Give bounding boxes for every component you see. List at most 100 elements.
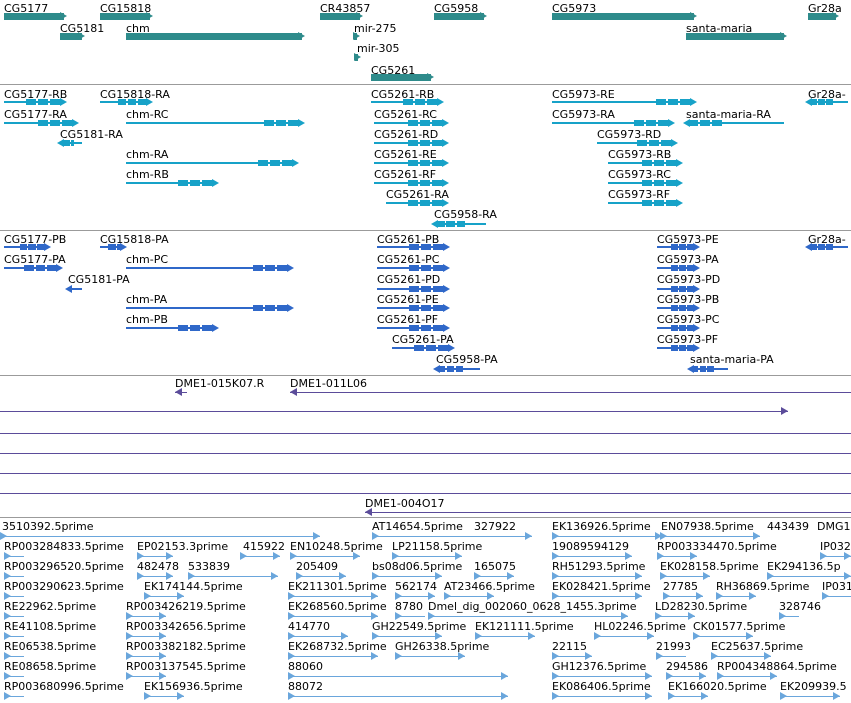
- est-bar[interactable]: [4, 656, 24, 657]
- est-bar[interactable]: [552, 676, 652, 677]
- est-label[interactable]: EC25637.5prime: [711, 640, 804, 653]
- est-label[interactable]: LD28230.5prime: [655, 600, 748, 613]
- est-bar[interactable]: [4, 556, 24, 557]
- est-label[interactable]: EN10248.5prime: [290, 540, 383, 553]
- est-label[interactable]: EP02153.3prime: [137, 540, 229, 553]
- gene-label[interactable]: CG5181: [60, 22, 105, 35]
- est-label[interactable]: RH51293.5prime: [552, 560, 646, 573]
- est-bar[interactable]: [4, 696, 24, 697]
- est-bar[interactable]: [288, 676, 508, 677]
- transcript-label[interactable]: chm-RA: [126, 148, 169, 161]
- est-label[interactable]: bs08d06.5prime: [372, 560, 463, 573]
- protein-bar[interactable]: [126, 327, 216, 329]
- transcript-label[interactable]: Gr28a-: [808, 88, 846, 101]
- transcript-label[interactable]: CG5181-RA: [60, 128, 123, 141]
- est-bar[interactable]: [288, 636, 348, 637]
- protein-label[interactable]: CG5973-PC: [657, 313, 720, 326]
- est-label[interactable]: GH22549.5prime: [372, 620, 467, 633]
- est-label[interactable]: EK268560.5prime: [288, 600, 387, 613]
- protein-label[interactable]: chm-PC: [126, 253, 169, 266]
- transcript-label[interactable]: CG5261-RF: [374, 168, 437, 181]
- est-bar[interactable]: [395, 656, 465, 657]
- protein-label[interactable]: CG5261-PE: [377, 293, 439, 306]
- est-bar[interactable]: [4, 596, 24, 597]
- est-label[interactable]: 443439: [767, 520, 809, 533]
- est-label[interactable]: EK294136.5p: [767, 560, 841, 573]
- est-label[interactable]: EK086406.5prime: [552, 680, 651, 693]
- est-bar[interactable]: [4, 576, 24, 577]
- transcript-label[interactable]: CG5973-RF: [608, 188, 671, 201]
- est-bar[interactable]: [0, 536, 320, 537]
- est-bar[interactable]: [666, 676, 706, 677]
- est-bar[interactable]: [552, 556, 632, 557]
- est-bar[interactable]: [188, 576, 278, 577]
- est-label[interactable]: 328746: [779, 600, 821, 613]
- est-bar[interactable]: [372, 636, 442, 637]
- est-bar[interactable]: [594, 636, 654, 637]
- est-label[interactable]: EK174144.5prime: [144, 580, 243, 593]
- est-label[interactable]: 533839: [188, 560, 230, 573]
- est-bar[interactable]: [395, 616, 425, 617]
- transcript-bar[interactable]: [597, 142, 675, 144]
- transcript-label[interactable]: CG5973-RB: [608, 148, 672, 161]
- est-label[interactable]: 27785: [663, 580, 698, 593]
- gene-label[interactable]: chm: [126, 22, 150, 35]
- est-bar[interactable]: [693, 636, 753, 637]
- gene-bar[interactable]: [686, 33, 784, 40]
- est-bar[interactable]: [296, 576, 346, 577]
- transcript-label[interactable]: santa-maria-RA: [686, 108, 771, 121]
- est-label[interactable]: RP003334470.5prime: [657, 540, 777, 553]
- est-label[interactable]: GH12376.5prime: [552, 660, 647, 673]
- est-bar[interactable]: [657, 556, 697, 557]
- est-label[interactable]: RE08658.5prime: [4, 660, 97, 673]
- est-label[interactable]: 88072: [288, 680, 323, 693]
- transcript-label[interactable]: CG5261-RD: [374, 128, 439, 141]
- protein-label[interactable]: santa-maria-PA: [690, 353, 774, 366]
- est-bar[interactable]: [290, 556, 360, 557]
- est-label[interactable]: EK028421.5prime: [552, 580, 651, 593]
- est-label[interactable]: AT23466.5prime: [444, 580, 535, 593]
- est-bar[interactable]: [552, 656, 592, 657]
- est-bar[interactable]: [395, 596, 435, 597]
- transcript-label[interactable]: CG5973-RE: [552, 88, 615, 101]
- protein-label[interactable]: CG5973-PD: [657, 273, 721, 286]
- est-label[interactable]: RE22962.5prime: [4, 600, 97, 613]
- protein-label[interactable]: chm-PA: [126, 293, 168, 306]
- est-bar[interactable]: [126, 616, 166, 617]
- est-bar[interactable]: [4, 676, 24, 677]
- protein-label[interactable]: CG5973-PF: [657, 333, 719, 346]
- transcript-bar[interactable]: [126, 182, 216, 184]
- transcript-label[interactable]: CG5177-RA: [4, 108, 67, 121]
- transcript-label[interactable]: CG5177-RB: [4, 88, 68, 101]
- est-bar[interactable]: [552, 576, 642, 577]
- est-label[interactable]: EK156936.5prime: [144, 680, 243, 693]
- est-label[interactable]: 294586: [666, 660, 708, 673]
- est-label[interactable]: 21993: [656, 640, 691, 653]
- gene-label[interactable]: CG15818: [100, 2, 152, 15]
- protein-label[interactable]: CG15818-PA: [100, 233, 169, 246]
- est-label[interactable]: IP031: [822, 580, 851, 593]
- gene-label[interactable]: santa-maria: [686, 22, 753, 35]
- est-label[interactable]: 482478: [137, 560, 179, 573]
- est-label[interactable]: 165075: [474, 560, 516, 573]
- est-label[interactable]: AT14654.5prime: [372, 520, 463, 533]
- est-label[interactable]: LP21158.5prime: [392, 540, 483, 553]
- gene-label[interactable]: CR43857: [320, 2, 371, 15]
- est-bar[interactable]: [711, 656, 771, 657]
- est-bar[interactable]: [779, 616, 799, 617]
- est-bar[interactable]: [288, 616, 378, 617]
- transcript-label[interactable]: chm-RB: [126, 168, 169, 181]
- est-label[interactable]: EK211301.5prime: [288, 580, 387, 593]
- transcript-label[interactable]: CG5973-RA: [552, 108, 615, 121]
- est-bar[interactable]: [392, 556, 462, 557]
- protein-bar[interactable]: [100, 246, 124, 248]
- est-bar[interactable]: [288, 656, 378, 657]
- est-label[interactable]: RH36869.5prime: [716, 580, 810, 593]
- est-label[interactable]: 22115: [552, 640, 587, 653]
- est-label[interactable]: RP003137545.5prime: [126, 660, 246, 673]
- clone-label[interactable]: DME1-011L06: [290, 377, 367, 390]
- est-label[interactable]: 414770: [288, 620, 330, 633]
- est-bar[interactable]: [126, 636, 166, 637]
- gene-label[interactable]: CG5261: [371, 64, 416, 77]
- est-label[interactable]: EN07938.5prime: [661, 520, 754, 533]
